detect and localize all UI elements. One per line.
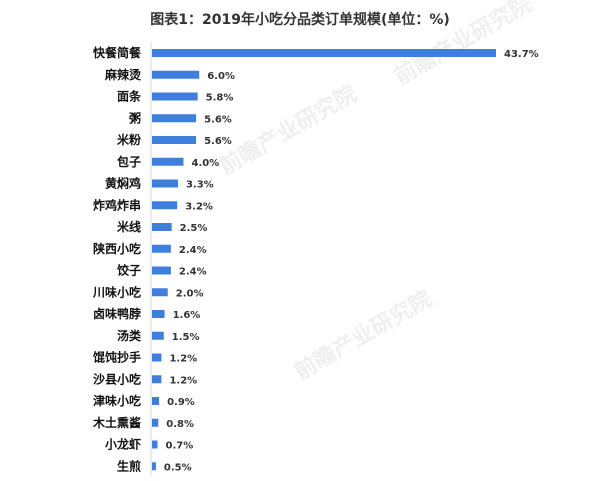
bar [152,114,197,123]
bar [152,440,158,449]
bar [152,49,496,57]
bar [152,266,171,275]
bar [152,223,172,231]
category-label: 生煎 [117,458,141,473]
value-label: 5.6% [204,114,232,125]
category-label: 米粉 [117,132,141,147]
value-label: 6.0% [207,71,235,82]
bar [152,353,162,362]
category-label: 陕西小吃 [93,241,141,256]
value-label: 1.5% [172,332,200,343]
chart-title: 图表1：2019年小吃分品类订单规模(单位：%) [150,11,450,28]
value-label: 2.0% [176,288,204,299]
bar [152,92,198,101]
bar [152,462,156,471]
bar [152,288,168,297]
category-label: 小龙虾 [105,437,141,452]
value-label: 4.0% [191,158,219,169]
bar [152,70,200,79]
bar [152,179,178,188]
value-label: 0.7% [166,441,194,452]
value-label: 5.6% [204,136,232,147]
value-label: 2.4% [179,267,207,278]
bar [152,244,171,253]
category-label: 馄饨抄手 [92,350,141,365]
svg-text:前瞻产业研究院: 前瞻产业研究院 [215,81,361,181]
category-label: 面条 [117,89,142,104]
watermark: 前瞻产业研究院 前瞻产业研究院 前瞻产业研究院 [215,0,536,385]
bar [152,201,178,210]
category-label: 米线 [117,219,141,234]
bar [152,310,165,318]
category-label: 包子 [116,154,141,169]
value-label: 0.5% [164,462,192,473]
value-label: 3.3% [186,180,214,191]
value-label: 5.8% [206,93,234,104]
bar [152,397,160,405]
category-label: 麻辣烫 [104,67,142,82]
value-label: 2.5% [180,223,208,234]
category-label: 沙县小吃 [93,371,141,386]
category-label: 黄焖鸡 [105,176,141,191]
svg-text:前瞻产业研究院: 前瞻产业研究院 [290,286,436,386]
category-label: 炸鸡炸串 [93,197,141,212]
category-label: 快餐简餐 [93,45,142,60]
value-label: 0.8% [166,419,194,430]
category-label: 汤类 [117,328,142,343]
bar [152,136,197,144]
bar [152,331,164,340]
value-label: 1.6% [173,310,201,321]
value-label: 43.7% [504,49,539,60]
value-label: 1.2% [169,354,197,365]
bar [152,375,162,384]
category-label: 粥 [129,110,141,125]
value-label: 1.2% [169,375,197,386]
category-label: 川味小吃 [92,284,141,299]
value-label: 0.9% [167,397,195,408]
category-label: 饺子 [117,263,141,278]
category-label: 卤味鸭脖 [93,306,141,321]
bar [152,157,184,166]
value-label: 3.2% [185,201,213,212]
category-label: 津味小吃 [93,393,141,408]
value-label: 2.4% [179,245,207,256]
bar [152,418,159,427]
category-label: 木土熏酱 [92,415,141,430]
